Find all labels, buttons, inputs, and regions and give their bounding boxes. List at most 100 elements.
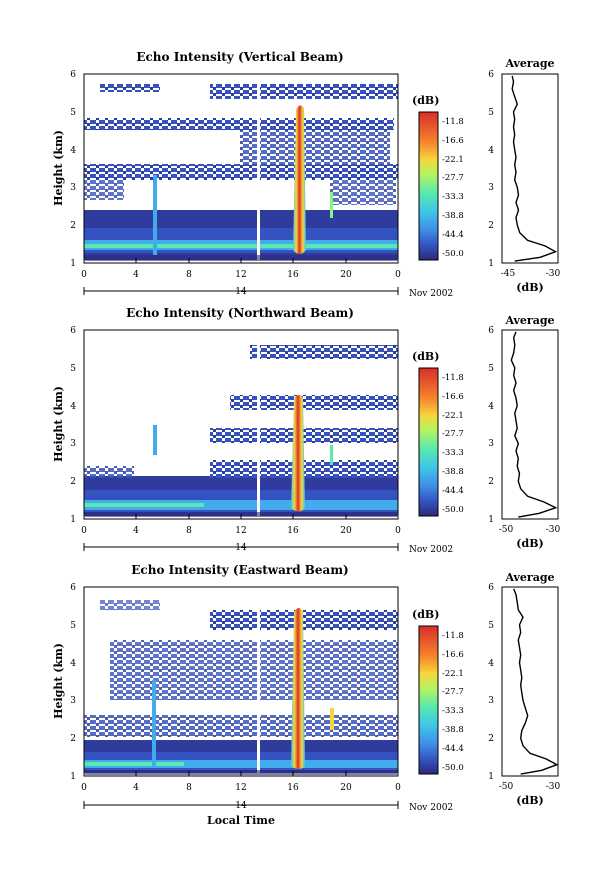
panel-title: Echo Intensity (Eastward Beam) <box>131 563 348 577</box>
x-tick-label: 20 <box>340 270 352 280</box>
y-axis-label: Height (km) <box>52 130 65 206</box>
y-tick-label: 5 <box>70 108 76 118</box>
x-tick-label: 0 <box>395 526 401 536</box>
panel-northward-beam: Echo Intensity (Northward Beam) 0 4 8 12… <box>52 306 561 555</box>
x-ticks <box>83 514 399 519</box>
y-tick-label: 4 <box>70 402 76 412</box>
panel-eastward-beam: Echo Intensity (Eastward Beam) 0 4 8 12 … <box>52 563 561 827</box>
date-axis: 14 Nov 2002 <box>83 287 453 299</box>
profile-line <box>513 588 559 775</box>
colorbar-tick: -50.0 <box>442 249 464 259</box>
colorbar-tick: -22.1 <box>442 411 464 421</box>
profile-y-tick-labels: 1 2 3 4 5 6 <box>488 70 494 269</box>
colorbar-unit: (dB) <box>412 608 439 621</box>
x-tick-label: 20 <box>340 526 352 536</box>
date-day-label: 14 <box>235 543 247 553</box>
colorbar-tick: -44.4 <box>442 230 464 240</box>
x-tick-label: 8 <box>186 270 192 280</box>
profile-y-tick-label: 2 <box>488 221 494 231</box>
colorbar-tick: -33.3 <box>442 706 464 716</box>
profile-frame <box>501 329 559 520</box>
y-tick-label: 1 <box>70 515 76 525</box>
profile-x-tick-label: -30 <box>546 525 561 535</box>
date-day-label: 14 <box>235 801 247 811</box>
y-tick-label: 3 <box>70 183 76 193</box>
panel-vertical-beam: Echo Intensity (Vertical Beam) <box>52 50 561 299</box>
profile-frame <box>501 586 559 777</box>
x-tick-label: 16 <box>287 270 299 280</box>
y-tick-label: 2 <box>70 734 76 744</box>
y-tick-label: 6 <box>70 70 76 80</box>
x-tick-label: 0 <box>395 270 401 280</box>
colorbar-tick: -50.0 <box>442 763 464 773</box>
x-tick-label: 0 <box>395 783 401 793</box>
panel-title: Echo Intensity (Northward Beam) <box>126 306 354 320</box>
y-tick-labels: 1 2 3 4 5 6 <box>70 326 76 525</box>
profile-y-tick-labels: 1 2 3 4 5 6 <box>488 326 494 525</box>
x-tick-label: 12 <box>235 270 246 280</box>
y-tick-label: 6 <box>70 326 76 336</box>
x-tick-labels: 0 4 8 12 16 20 0 <box>81 270 401 280</box>
x-tick-label: 0 <box>81 783 87 793</box>
x-tick-label: 8 <box>186 526 192 536</box>
x-tick-label: 12 <box>235 526 246 536</box>
y-tick-label: 2 <box>70 477 76 487</box>
profile-panel: Average 1 2 3 4 5 6 -50 -30 (dB) <box>488 571 560 807</box>
profile-title: Average <box>504 314 554 327</box>
profile-y-tick-label: 3 <box>488 439 494 449</box>
x-tick-label: 4 <box>133 270 139 280</box>
profile-line <box>510 331 558 518</box>
profile-x-tick-label: -45 <box>501 269 516 279</box>
profile-y-tick-label: 5 <box>488 108 494 118</box>
colorbar-tick: -50.0 <box>442 505 464 515</box>
colorbar-tick: -44.4 <box>442 486 464 496</box>
colorbar-tick: -16.6 <box>442 136 464 146</box>
profile-y-tick-label: 1 <box>488 772 494 782</box>
colorbar-tick: -38.8 <box>442 467 464 477</box>
colorbar-tick: -27.7 <box>442 687 464 697</box>
y-tick-labels: 1 2 3 4 5 6 <box>70 70 76 269</box>
date-month-label: Nov 2002 <box>409 803 453 813</box>
x-tick-label: 0 <box>81 270 87 280</box>
y-tick-label: 4 <box>70 659 76 669</box>
colorbar-tick: -38.8 <box>442 211 464 221</box>
y-tick-label: 6 <box>70 583 76 593</box>
colorbar-unit: (dB) <box>412 350 439 363</box>
profile-y-tick-label: 6 <box>488 583 494 593</box>
colorbar-tick: -38.8 <box>442 725 464 735</box>
colorbar-tick: -44.4 <box>442 744 464 754</box>
profile-y-tick-label: 6 <box>488 70 494 80</box>
colorbar-tick: -11.8 <box>442 631 464 641</box>
profile-x-tick-label: -30 <box>546 269 561 279</box>
y-axis-label: Height (km) <box>52 386 65 462</box>
date-axis: 14 Nov 2002 <box>83 543 453 555</box>
colorbar-tick: -33.3 <box>442 192 464 202</box>
y-tick-label: 5 <box>70 364 76 374</box>
profile-y-tick-label: 6 <box>488 326 494 336</box>
colorbar-tick: -11.8 <box>442 373 464 383</box>
x-tick-label: 16 <box>287 526 299 536</box>
date-day-label: 14 <box>235 287 247 297</box>
profile-y-tick-label: 3 <box>488 696 494 706</box>
profile-y-tick-label: 5 <box>488 621 494 631</box>
x-tick-label: 0 <box>81 526 87 536</box>
x-tick-label: 4 <box>133 526 139 536</box>
x-ticks <box>83 258 399 263</box>
profile-title: Average <box>504 571 554 584</box>
y-axis-label: Height (km) <box>52 643 65 719</box>
date-month-label: Nov 2002 <box>409 545 453 555</box>
heatmap-field <box>84 587 398 776</box>
profile-y-tick-labels: 1 2 3 4 5 6 <box>488 583 494 782</box>
profile-y-tick-label: 4 <box>488 402 494 412</box>
colorbar: (dB) -11.8 -16.6 -22.1 -27.7 -33.3 -38.8… <box>412 94 464 261</box>
profile-x-tick-label: -50 <box>499 782 514 792</box>
profile-y-tick-label: 2 <box>488 734 494 744</box>
x-ticks <box>83 771 399 776</box>
x-tick-label: 20 <box>340 783 352 793</box>
y-tick-labels: 1 2 3 4 5 6 <box>70 583 76 782</box>
profile-x-label: (dB) <box>516 794 543 807</box>
colorbar: (dB) -11.8 -16.6 -22.1 -27.7 -33.3 -38.8… <box>412 608 464 775</box>
profile-x-label: (dB) <box>516 537 543 550</box>
y-tick-label: 3 <box>70 439 76 449</box>
